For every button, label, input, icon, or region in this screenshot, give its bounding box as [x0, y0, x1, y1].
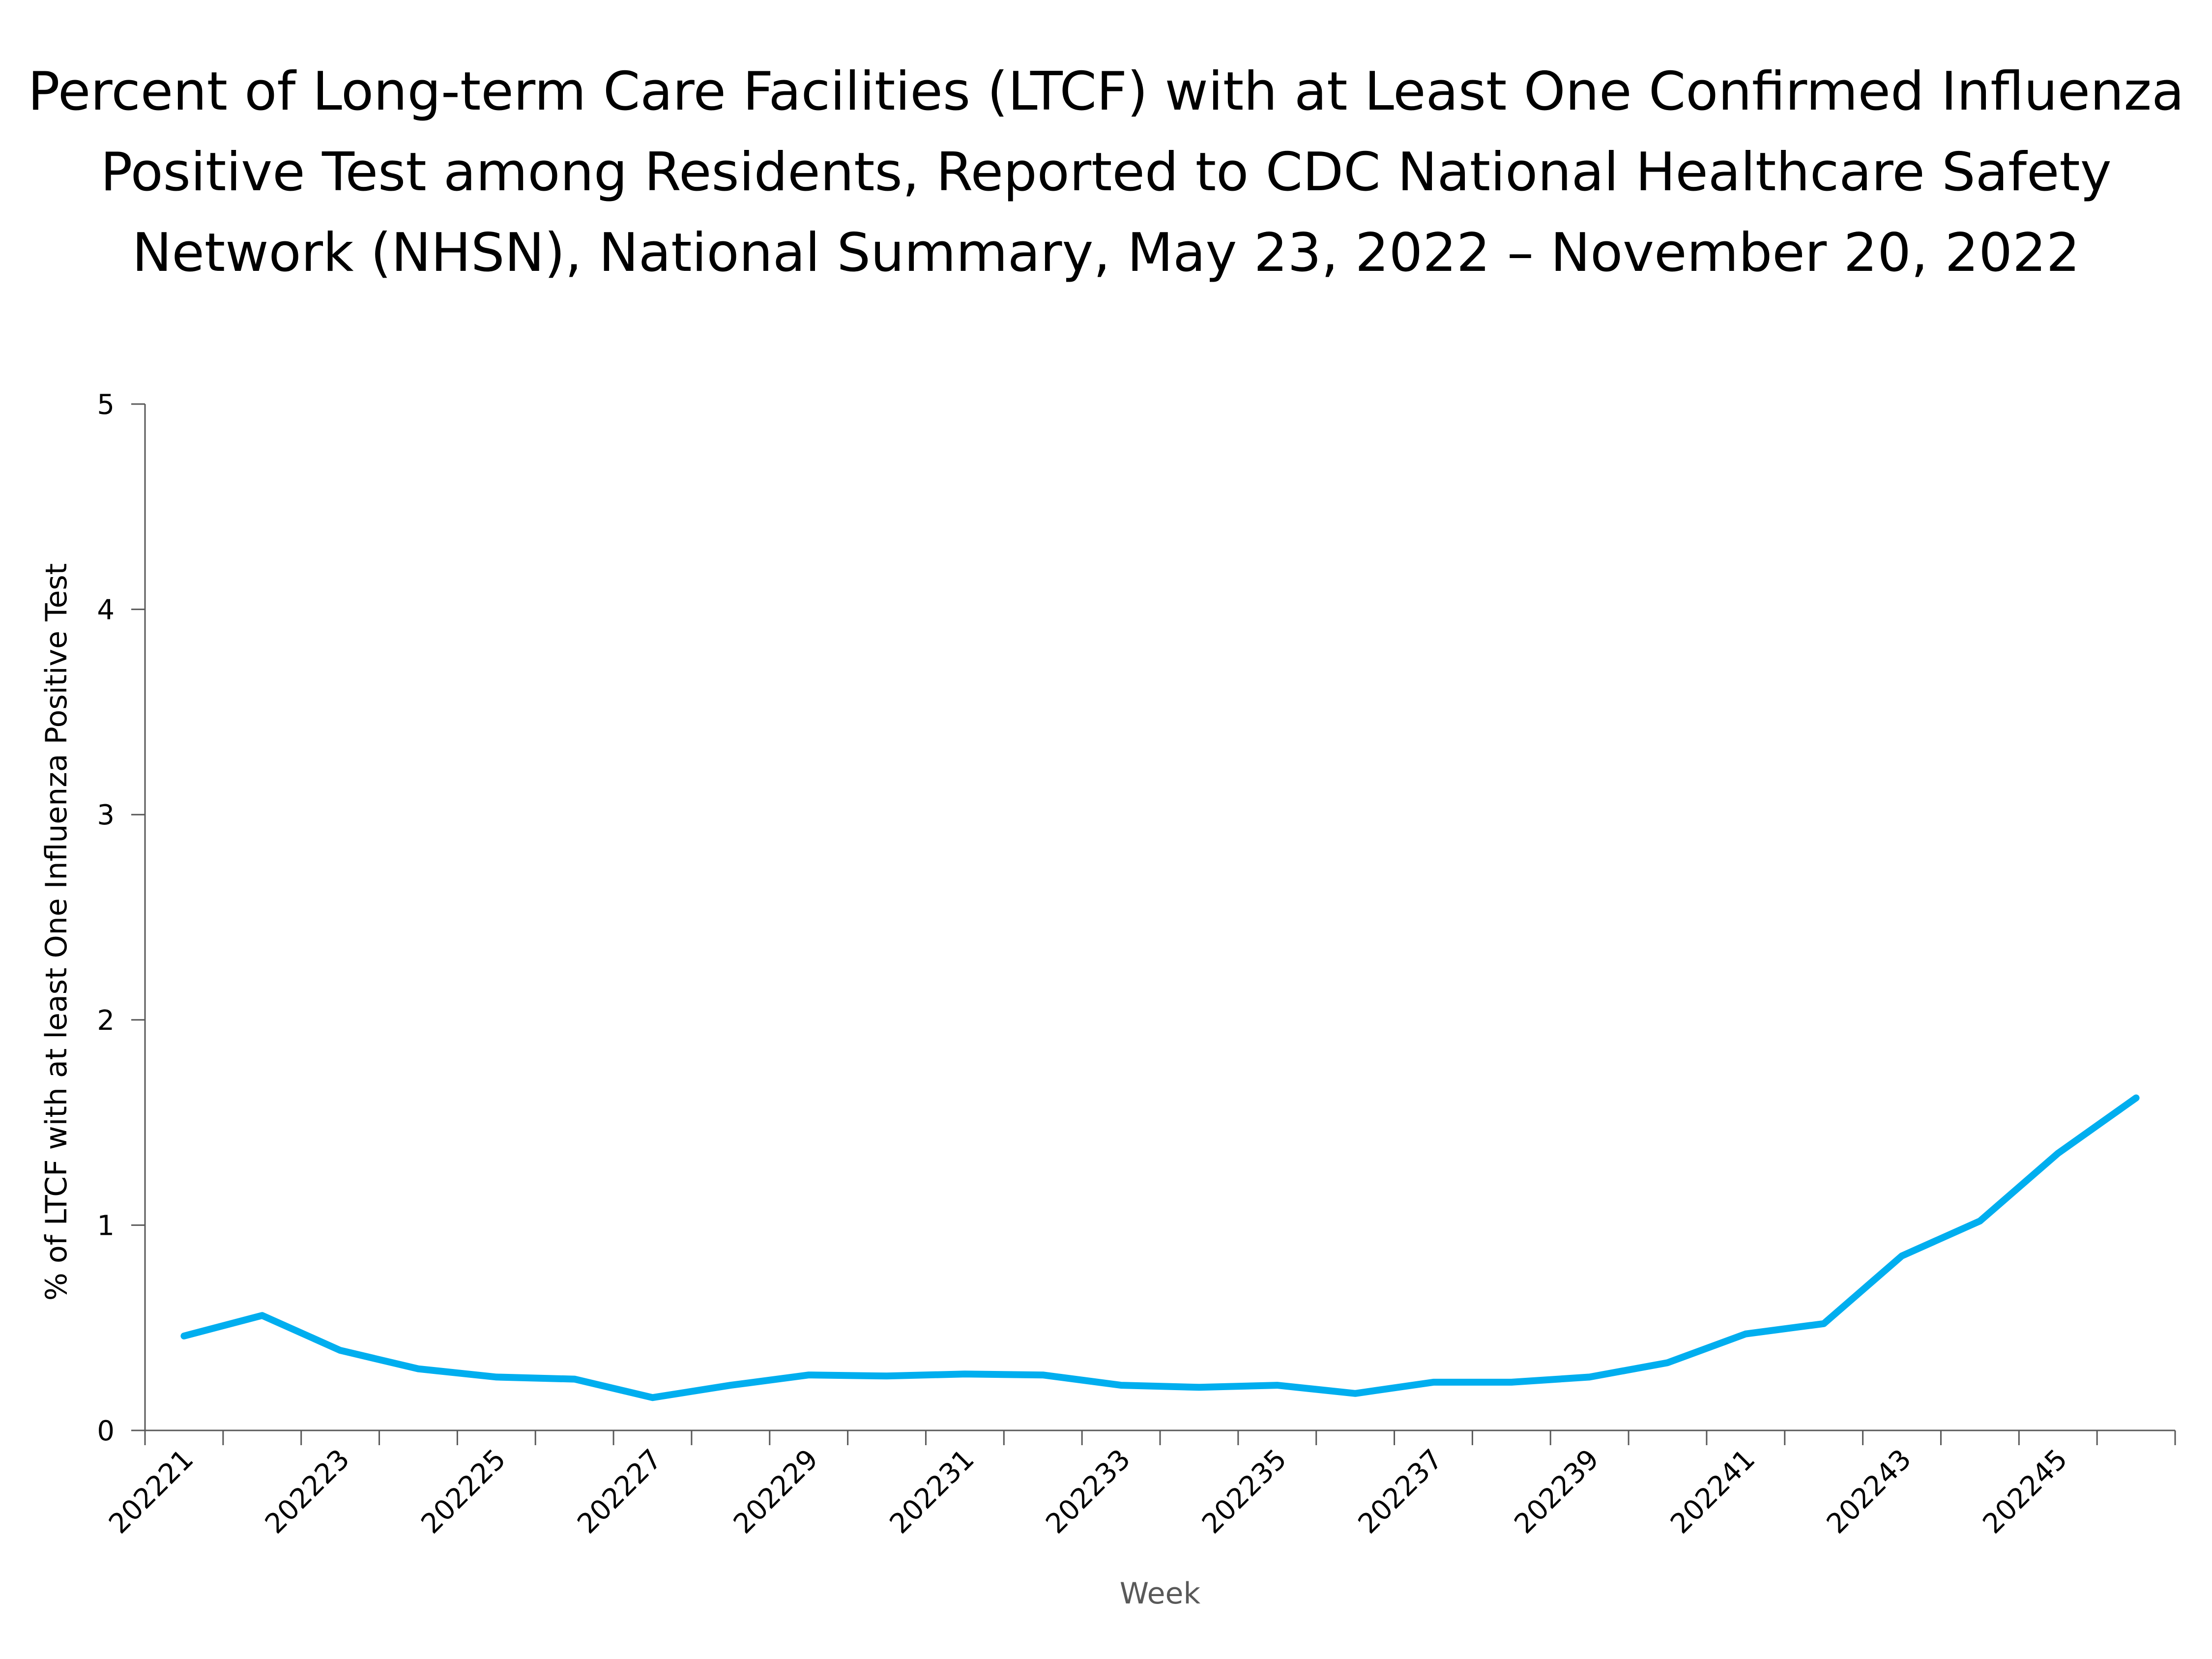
data-point-202226 — [571, 1376, 578, 1383]
chart-title-line-1: Percent of Long-term Care Facilities (LT… — [28, 61, 2184, 122]
axes — [144, 404, 2175, 1431]
x-tick-label-202231: 202231 — [884, 1443, 981, 1540]
x-tick-label-202233: 202233 — [1040, 1443, 1136, 1540]
data-point-202236 — [1352, 1390, 1359, 1397]
data-point-202227 — [649, 1394, 656, 1401]
data-point-202233 — [1118, 1382, 1125, 1389]
data-point-202231 — [961, 1370, 968, 1377]
data-point-202244 — [1977, 1218, 1983, 1224]
x-tick-label-202223: 202223 — [259, 1443, 356, 1540]
x-tick-label-202221: 202221 — [103, 1443, 200, 1540]
y-axis-title: % of LTCF with at least One Influenza Po… — [39, 563, 74, 1301]
y-tick-label-4: 4 — [97, 594, 115, 626]
data-point-202223 — [337, 1347, 344, 1354]
data-point-202242 — [1820, 1320, 1827, 1327]
y-tick-label-3: 3 — [97, 799, 115, 831]
series-line-0 — [180, 1094, 2140, 1401]
x-axis-title: Week — [1120, 1576, 1201, 1611]
x-tick-label-202225: 202225 — [415, 1443, 512, 1540]
data-point-202239 — [1586, 1373, 1593, 1380]
x-tick-label-202239: 202239 — [1508, 1443, 1605, 1540]
data-point-202222 — [259, 1312, 265, 1319]
series — [180, 1094, 2140, 1401]
x-tick-label-202229: 202229 — [728, 1443, 824, 1540]
x-tick-label-202245: 202245 — [1977, 1443, 2074, 1540]
data-point-202240 — [1664, 1359, 1671, 1366]
data-point-202232 — [1040, 1371, 1047, 1378]
x-tick-label-202235: 202235 — [1196, 1443, 1293, 1540]
data-point-202228 — [727, 1382, 734, 1389]
chart-title: Percent of Long-term Care Facilities (LT… — [0, 52, 2212, 293]
y-tick-label-5: 5 — [97, 389, 115, 421]
data-point-202224 — [415, 1366, 422, 1372]
data-point-202230 — [883, 1372, 890, 1379]
data-point-202246 — [2133, 1095, 2140, 1102]
x-tick-label-202237: 202237 — [1352, 1443, 1449, 1540]
y-tick-label-2: 2 — [97, 1005, 115, 1037]
data-point-202235 — [1274, 1382, 1281, 1389]
data-point-202243 — [1898, 1252, 1905, 1259]
data-point-202241 — [1742, 1331, 1749, 1338]
x-tick-label-202243: 202243 — [1821, 1443, 1918, 1540]
data-point-202234 — [1195, 1384, 1202, 1391]
data-point-202245 — [2055, 1150, 2062, 1157]
data-point-202229 — [805, 1371, 812, 1378]
chart-title-line-3: Network (NHSN), National Summary, May 23… — [132, 222, 2080, 284]
y-tick-label-0: 0 — [97, 1415, 115, 1447]
y-tick-label-1: 1 — [97, 1210, 115, 1242]
data-point-202221 — [180, 1333, 187, 1339]
data-point-202238 — [1508, 1379, 1515, 1386]
x-tick-label-202241: 202241 — [1664, 1443, 1761, 1540]
x-tick-label-202227: 202227 — [571, 1443, 668, 1540]
data-point-202225 — [493, 1373, 500, 1380]
data-point-202237 — [1430, 1379, 1437, 1386]
chart-title-line-2: Positive Test among Residents, Reported … — [100, 142, 2112, 203]
